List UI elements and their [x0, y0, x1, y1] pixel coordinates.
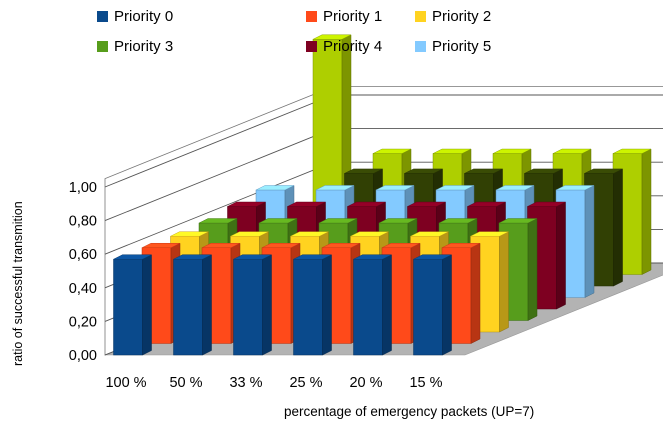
y-axis-label: ratio of successful transmition: [11, 201, 25, 366]
x-tick-label: 50 %: [169, 375, 202, 391]
bar: [353, 254, 392, 356]
legend-swatch: [97, 41, 108, 52]
x-tick-label: 25 %: [289, 375, 322, 391]
x-tick-label: 20 %: [349, 375, 382, 391]
legend-swatch: [415, 41, 426, 52]
gridline-left: [104, 128, 334, 222]
legend: Priority 0 Priority 1 Priority 2 Priorit…: [0, 0, 663, 70]
bar: [113, 254, 152, 356]
legend-item-priority-5: Priority 5: [415, 38, 491, 55]
gridline-left: [104, 161, 334, 255]
legend-swatch: [97, 11, 108, 22]
y-axis-ticks: 0,00 0,20 0,40 0,60 0,80 1,00: [69, 180, 97, 364]
y-tick-label: 0,60: [69, 247, 97, 263]
bar: [413, 254, 452, 356]
legend-label: Priority 4: [323, 38, 383, 55]
x-axis-ticks: 100 % 50 % 33 % 25 % 20 % 15 %: [105, 375, 442, 391]
chart-bars: [113, 34, 652, 356]
y-tick-label: 1,00: [69, 180, 97, 196]
x-axis-label: percentage of emergency packets (UP=7): [284, 404, 535, 419]
legend-item-priority-2: Priority 2: [415, 8, 491, 25]
legend-label: Priority 2: [432, 8, 492, 25]
y-tick-label: 0,40: [69, 281, 97, 297]
legend-swatch: [306, 11, 317, 22]
legend-item-priority-1: Priority 1: [306, 8, 382, 25]
bar: [173, 254, 212, 356]
legend-item-priority-3: Priority 3: [97, 38, 173, 55]
legend-label: Priority 1: [323, 8, 383, 25]
legend-swatch: [415, 11, 426, 22]
gridline-left: [104, 94, 334, 188]
x-tick-label: 33 %: [229, 375, 262, 391]
y-tick-label: 0,80: [69, 214, 97, 230]
legend-label: Priority 3: [114, 38, 174, 55]
legend-label: Priority 0: [114, 8, 174, 25]
y-tick-label: 0,00: [69, 348, 97, 364]
bar: [233, 254, 272, 356]
y-tick-label: 0,20: [69, 314, 97, 330]
legend-swatch: [306, 41, 317, 52]
legend-label: Priority 5: [432, 38, 492, 55]
x-tick-label: 100 %: [105, 375, 146, 391]
legend-item-priority-4: Priority 4: [306, 38, 382, 55]
bar: [293, 254, 332, 356]
x-tick-label: 15 %: [409, 375, 442, 391]
legend-item-priority-0: Priority 0: [97, 8, 173, 25]
